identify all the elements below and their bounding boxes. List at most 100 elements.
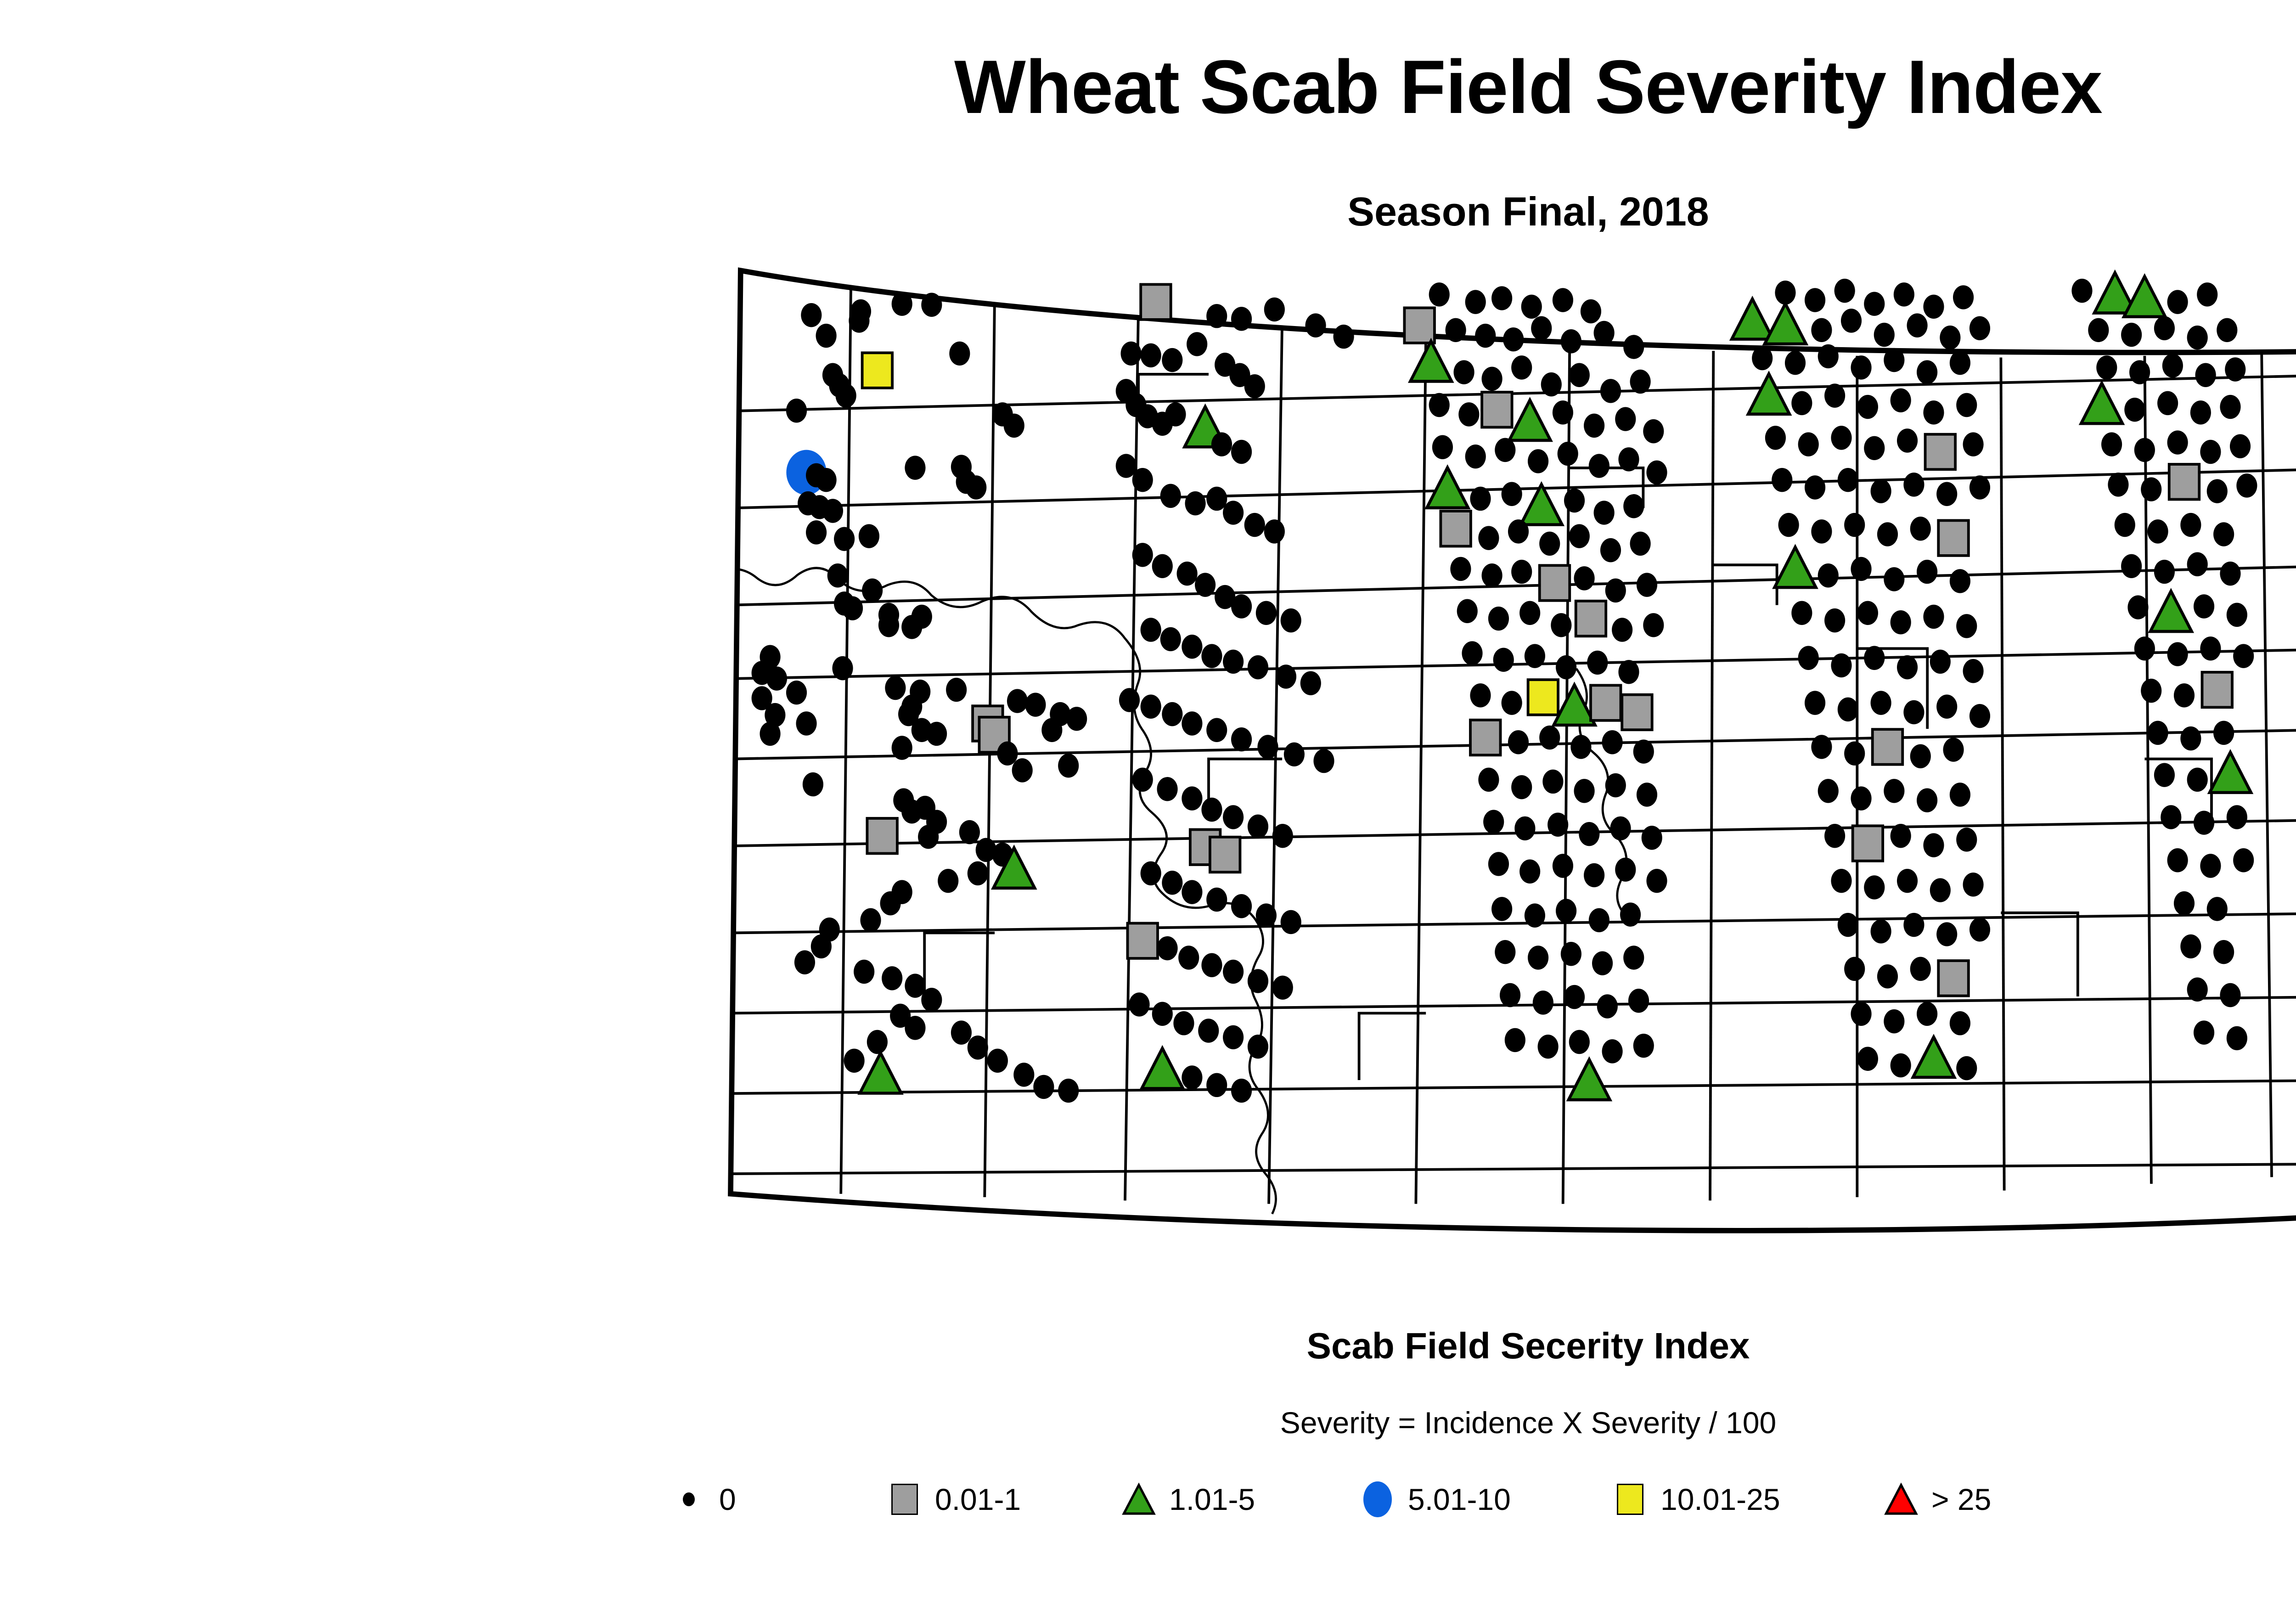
black-dot-marker	[1514, 816, 1536, 841]
black-dot-marker	[1870, 691, 1891, 715]
black-dot-marker	[1969, 704, 1991, 728]
black-dot-marker	[1940, 325, 1961, 350]
black-dot-marker	[1580, 299, 1602, 324]
gray-square-marker	[1480, 391, 1514, 429]
legend-item-label: 1.01-5	[1169, 1482, 1255, 1516]
black-dot-marker	[1602, 1039, 1623, 1064]
gray-square-marker	[1574, 599, 1608, 638]
black-dot-marker	[2180, 512, 2201, 537]
black-dot-marker	[1231, 1078, 1252, 1103]
legend-item--25[interactable]: > 25	[1874, 1472, 1991, 1527]
black-dot-marker	[1956, 1056, 1977, 1081]
black-dot-marker	[1605, 773, 1626, 798]
black-dot-marker	[1541, 372, 1562, 397]
green-triangle-marker	[1566, 1056, 1613, 1102]
black-dot-marker	[1963, 873, 1984, 897]
black-dot-marker	[1560, 329, 1581, 354]
black-dot-marker	[1949, 350, 1970, 375]
black-dot-marker	[1851, 786, 1872, 811]
black-dot-marker	[1633, 1033, 1654, 1058]
black-dot-marker	[2173, 891, 2195, 916]
black-dot-marker	[2167, 848, 2188, 873]
black-dot-marker	[806, 520, 827, 545]
black-dot-marker	[1493, 647, 1514, 672]
legend-item-0[interactable]: 0	[661, 1472, 736, 1527]
black-dot-marker	[1206, 486, 1227, 511]
gray-square-marker	[1924, 433, 1957, 471]
black-dot-marker	[1936, 694, 1958, 719]
black-dot-marker	[1570, 735, 1592, 759]
black-dot-marker	[2121, 554, 2142, 579]
legend-item-0-01-1[interactable]: 0.01-1	[877, 1472, 1021, 1527]
black-dot-marker	[1272, 975, 1293, 1000]
black-dot-marker	[2127, 595, 2149, 619]
black-dot-marker	[901, 615, 923, 639]
legend-item-1-01-5[interactable]: 1.01-5	[1111, 1472, 1255, 1527]
green-triangle-marker	[2078, 380, 2125, 425]
black-dot-marker	[1824, 383, 1846, 408]
black-dot-marker	[1465, 444, 1486, 469]
black-dot-marker	[1864, 646, 1885, 670]
black-dot-marker	[796, 711, 817, 736]
black-dot-marker	[1556, 655, 1577, 680]
black-dot-marker	[1798, 432, 1819, 456]
black-dot-marker	[921, 293, 942, 317]
black-dot-marker	[1119, 688, 1140, 712]
black-dot-marker	[1132, 543, 1153, 567]
black-dot-marker	[1930, 649, 1951, 674]
legend-item-5-01-10[interactable]: 5.01-10	[1350, 1472, 1511, 1527]
black-dot-marker	[2108, 473, 2129, 497]
page-subtitle: Season Final, 2018	[1347, 189, 1709, 234]
black-dot-marker	[1165, 402, 1186, 427]
black-dot-marker	[905, 974, 926, 998]
black-dot-marker	[878, 613, 900, 637]
black-dot-marker	[2121, 322, 2142, 347]
black-dot-marker	[890, 1003, 911, 1028]
black-dot-marker	[822, 499, 844, 523]
black-dot-marker	[1633, 739, 1654, 764]
black-dot-marker	[1877, 964, 1898, 989]
black-dot-marker	[1917, 1002, 1938, 1026]
gray-square-marker	[1851, 824, 1885, 862]
black-dot-marker	[794, 950, 816, 974]
black-dot-marker	[2180, 934, 2201, 959]
black-dot-marker	[1275, 664, 1297, 689]
black-dot-marker	[1896, 655, 1918, 680]
black-dot-marker	[1501, 691, 1522, 715]
green-triangle-marker	[1762, 300, 1809, 346]
black-dot-marker	[1623, 335, 1644, 359]
black-dot-marker	[1646, 460, 1667, 485]
black-dot-marker	[1215, 585, 1236, 609]
black-dot-marker	[1923, 604, 1944, 629]
black-dot-icon	[661, 1472, 716, 1527]
black-dot-marker	[2173, 683, 2195, 708]
black-dot-marker	[2197, 282, 2218, 307]
black-dot-marker	[1542, 769, 1564, 794]
black-dot-marker	[1804, 475, 1826, 500]
black-dot-marker	[1198, 1019, 1219, 1043]
black-dot-marker	[1162, 702, 1183, 726]
black-dot-marker	[1511, 775, 1532, 799]
black-dot-marker	[2071, 278, 2093, 303]
black-dot-marker	[1893, 282, 1914, 307]
black-dot-marker	[1910, 744, 1931, 769]
black-dot-marker	[1132, 467, 1153, 492]
black-dot-marker	[1818, 779, 1839, 803]
black-dot-marker	[816, 467, 837, 492]
legend-item-10-01-25[interactable]: 10.01-25	[1603, 1472, 1780, 1527]
gray-square-marker	[1937, 519, 1970, 557]
black-dot-marker	[2233, 644, 2254, 668]
black-dot-marker	[1851, 557, 1872, 581]
black-dot-marker	[1910, 957, 1931, 981]
black-dot-marker	[816, 323, 837, 348]
black-dot-marker	[1804, 691, 1826, 715]
black-dot-marker	[1195, 573, 1216, 597]
black-dot-marker	[1178, 946, 1199, 970]
black-dot-marker	[1903, 912, 1925, 937]
black-dot-marker	[1643, 419, 1664, 444]
black-dot-marker	[1247, 1034, 1269, 1059]
black-dot-marker	[1857, 1047, 1878, 1071]
black-dot-marker	[2195, 363, 2216, 387]
black-dot-marker	[975, 838, 996, 862]
black-dot-marker	[1953, 285, 1974, 310]
